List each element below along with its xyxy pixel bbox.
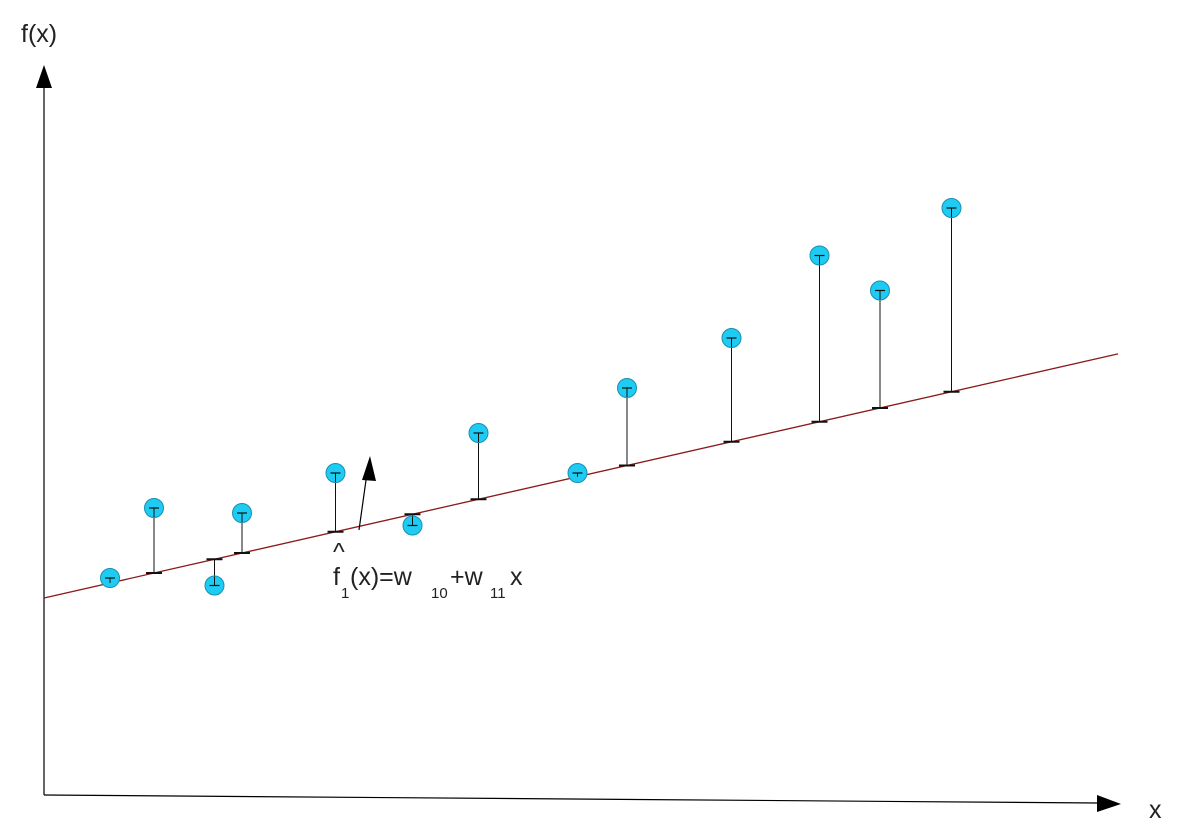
equation-plus: +w — [450, 563, 484, 591]
residuals-group — [102, 207, 960, 587]
data-points-group — [100, 198, 962, 596]
residual-10 — [723, 337, 740, 443]
equation-sub-10: 10 — [431, 585, 448, 602]
equation-f: f — [333, 563, 340, 591]
x-axis-arrowhead — [1097, 795, 1121, 812]
x-axis — [43, 794, 1099, 804]
annotation-arrowhead — [362, 456, 376, 481]
residual-12 — [872, 289, 888, 409]
y-axis-label: f(x) — [21, 20, 57, 48]
equation-end: x — [510, 563, 523, 591]
equation-label: ^ f 1 (x)=w 10 +w 11 x — [333, 538, 523, 602]
equation-mid: (x)=w — [350, 563, 413, 591]
residual-11 — [811, 254, 828, 423]
x-axis-label: x — [1149, 796, 1162, 824]
equation-sub-1: 1 — [341, 585, 349, 602]
y-axis-arrowhead — [36, 65, 52, 88]
residual-13 — [943, 207, 960, 393]
equation-sub-11: 11 — [490, 585, 506, 602]
equation-hat: ^ — [333, 538, 345, 566]
residual-9 — [619, 387, 635, 467]
